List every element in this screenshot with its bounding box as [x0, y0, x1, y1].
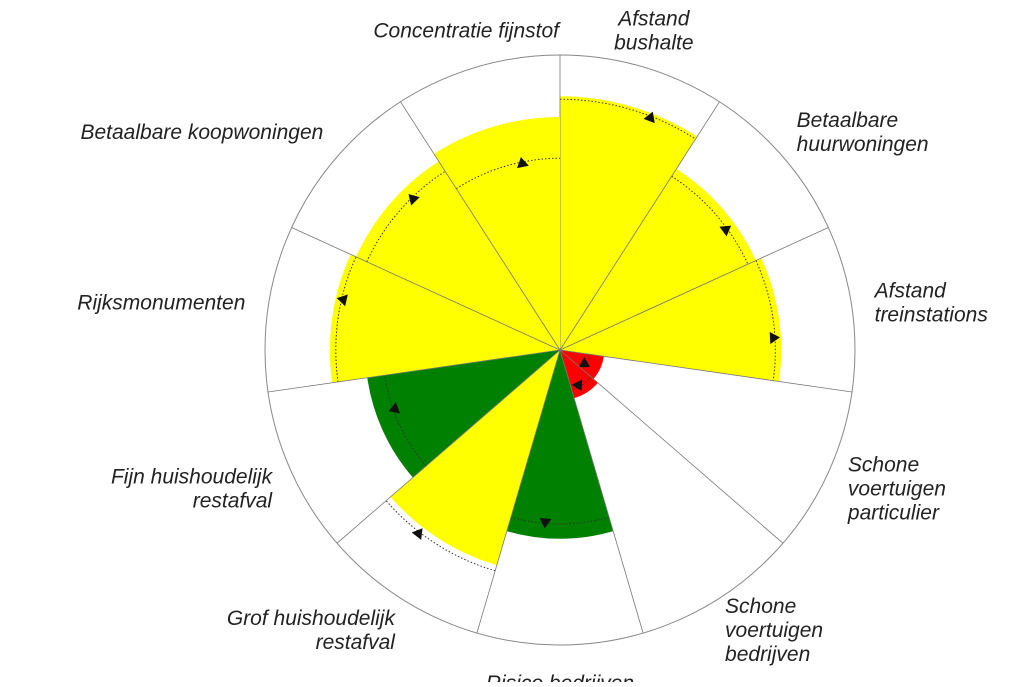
target-arc	[559, 98, 696, 140]
sector-divider	[476, 349, 561, 634]
sector	[434, 116, 560, 350]
category-label: Fijn huishoudelijk restafval	[111, 465, 274, 512]
category-label: Grof huishoudelijk restafval	[227, 607, 397, 654]
category-label-line: Schone	[725, 595, 796, 618]
sector	[560, 168, 756, 350]
target-marker	[336, 294, 348, 307]
category-label-line: Afstand	[873, 280, 948, 303]
category-label-line: voertuigen	[725, 619, 823, 642]
sector	[356, 161, 560, 350]
category-label-line: voertuigen	[848, 477, 946, 500]
target-arc	[755, 260, 776, 381]
category-label-line: bushalte	[614, 31, 693, 54]
sector	[329, 254, 560, 383]
target-marker	[578, 356, 591, 368]
target-arc	[510, 516, 610, 525]
sector	[506, 350, 614, 539]
target-marker	[411, 528, 423, 540]
target-marker	[571, 379, 583, 391]
category-label-line: Betaalbare koopwoningen	[80, 121, 323, 144]
target-marker	[388, 402, 401, 414]
target-marker	[539, 517, 552, 529]
category-label-line: Betaalbare	[797, 109, 899, 132]
category-label-line: Rijksmonumenten	[77, 292, 245, 315]
category-label: Afstand bushalte	[614, 7, 693, 54]
category-label-line: restafval	[316, 631, 397, 654]
sector	[390, 350, 560, 566]
category-label-line: treinstations	[875, 304, 989, 327]
category-label-line: Risico bedrijven	[486, 672, 634, 682]
sector-divider	[559, 227, 829, 351]
sector	[560, 96, 698, 350]
category-label-line: bedrijven	[725, 643, 810, 666]
category-label-line: Concentratie fijnstof	[373, 19, 561, 42]
sector-divider	[267, 349, 561, 393]
sector-divider	[291, 227, 561, 351]
category-label: Risico bedrijven	[486, 672, 634, 682]
category-label-line: Schone	[848, 453, 919, 476]
category-label: Concentratie fijnstof	[373, 19, 561, 42]
sector	[367, 350, 560, 478]
category-label-line: Grof huishoudelijk	[227, 607, 397, 630]
category-label-line: Afstand	[616, 7, 691, 30]
target-arc	[671, 175, 749, 265]
target-arc	[571, 376, 592, 391]
category-label-line: huurwoningen	[797, 133, 929, 156]
target-marker	[769, 332, 780, 344]
category-label: Schone voertuigen bedrijven	[725, 595, 823, 666]
sector-divider	[336, 349, 561, 544]
target-arc	[456, 157, 561, 190]
target-arc	[366, 170, 446, 262]
category-label: Betaalbare koopwoningen	[80, 121, 323, 144]
category-label-line: Fijn huishoudelijk	[111, 465, 274, 488]
sector	[560, 258, 782, 382]
sector	[560, 350, 598, 399]
sector-divider	[559, 349, 784, 544]
target-marker	[643, 111, 655, 124]
sector-divider	[559, 101, 720, 351]
target-marker	[517, 157, 529, 169]
sector-divider	[400, 101, 561, 351]
category-label-line: particulier	[847, 501, 940, 524]
sector-divider	[559, 349, 853, 393]
target-marker	[408, 194, 420, 206]
category-label: Afstand treinstations	[873, 280, 989, 327]
category-label: Schone voertuigen particulier	[847, 453, 946, 524]
target-arc	[335, 256, 357, 382]
sector-divider	[559, 349, 644, 634]
category-label: Rijksmonumenten	[77, 292, 245, 315]
category-label: Betaalbare huurwoningen	[797, 109, 929, 156]
target-marker	[719, 225, 732, 237]
category-label-line: restafval	[193, 489, 274, 512]
